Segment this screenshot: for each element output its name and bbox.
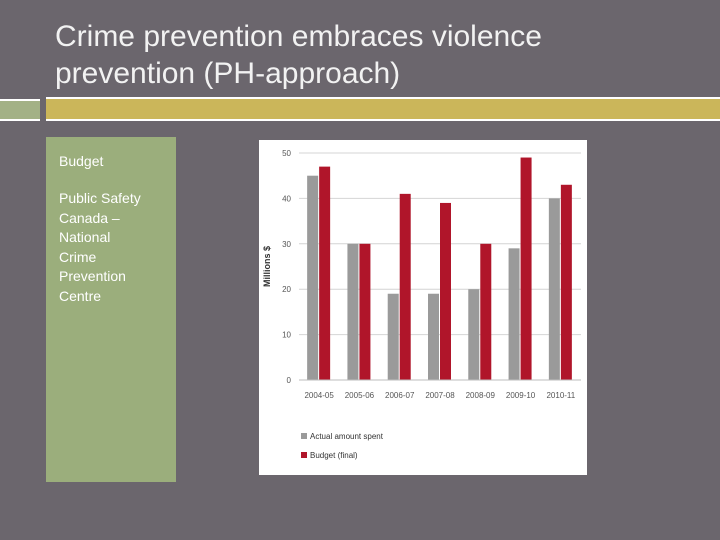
x-tick-label: 2008-09 — [466, 391, 496, 400]
bar-actual — [307, 175, 319, 380]
chart-container: 0 10 20 30 40 50 Millions $ 2004-05 2005-06 2006-… — [259, 140, 587, 475]
bar-budget — [319, 166, 331, 380]
panel-source-text: Public Safety Canada – National Crime Preven… — [59, 189, 141, 306]
y-tick-label: 10 — [282, 331, 291, 340]
y-axis-label: Millions $ — [262, 246, 272, 287]
legend-swatch — [301, 433, 307, 439]
x-tick-label: 2009-10 — [506, 391, 536, 400]
bar-budget — [480, 243, 492, 380]
bar-actual — [387, 293, 399, 380]
legend-swatch — [301, 452, 307, 458]
bar-budget — [560, 184, 572, 380]
y-tick-label: 0 — [287, 376, 292, 385]
bar-actual — [428, 293, 439, 380]
x-tick-label: 2005-06 — [345, 391, 375, 400]
x-tick-label: 2006-07 — [385, 391, 415, 400]
bar-budget — [359, 243, 371, 380]
side-panel: Budget Public Safety Canada – National Crim… — [46, 137, 176, 482]
bar-actual — [468, 289, 480, 380]
legend-label: Actual amount spent — [310, 432, 384, 441]
y-tick-label: 20 — [282, 285, 291, 294]
bar-actual — [508, 248, 520, 380]
bar-actual — [548, 198, 560, 380]
bar-budget — [520, 157, 532, 380]
accent-bar — [46, 97, 720, 121]
slide-title-line-2: prevention (PH-approach) — [55, 57, 401, 90]
bar-actual — [347, 243, 359, 380]
panel-source-line: Centre — [59, 287, 102, 304]
accent-block — [0, 99, 40, 121]
x-tick-label: 2004-05 — [304, 391, 334, 400]
panel-budget-label: Budget — [59, 153, 104, 169]
slide-title: Crime prevention embraces violence preve… — [55, 18, 695, 92]
slide-title-line-1: Crime prevention embraces violence — [55, 20, 542, 53]
x-tick-label: 2010-11 — [546, 391, 575, 400]
bar-budget — [440, 202, 451, 380]
bar-budget — [399, 193, 411, 380]
panel-source-line: Canada – — [59, 209, 120, 226]
y-tick-label: 30 — [282, 240, 291, 249]
y-tick-label: 40 — [282, 194, 291, 203]
bar-chart: 0 10 20 30 40 50 Millions $ 2004-05 2005-06 2006-… — [262, 149, 581, 460]
y-tick-label: 50 — [282, 149, 291, 158]
panel-source-line: Crime — [59, 248, 97, 265]
legend-label: Budget (final) — [310, 451, 358, 460]
x-tick-label: 2007-08 — [425, 391, 455, 400]
panel-source-line: National — [59, 229, 111, 245]
panel-source-line: Public Safety — [59, 190, 141, 206]
panel-source-line: Prevention — [59, 268, 126, 284]
